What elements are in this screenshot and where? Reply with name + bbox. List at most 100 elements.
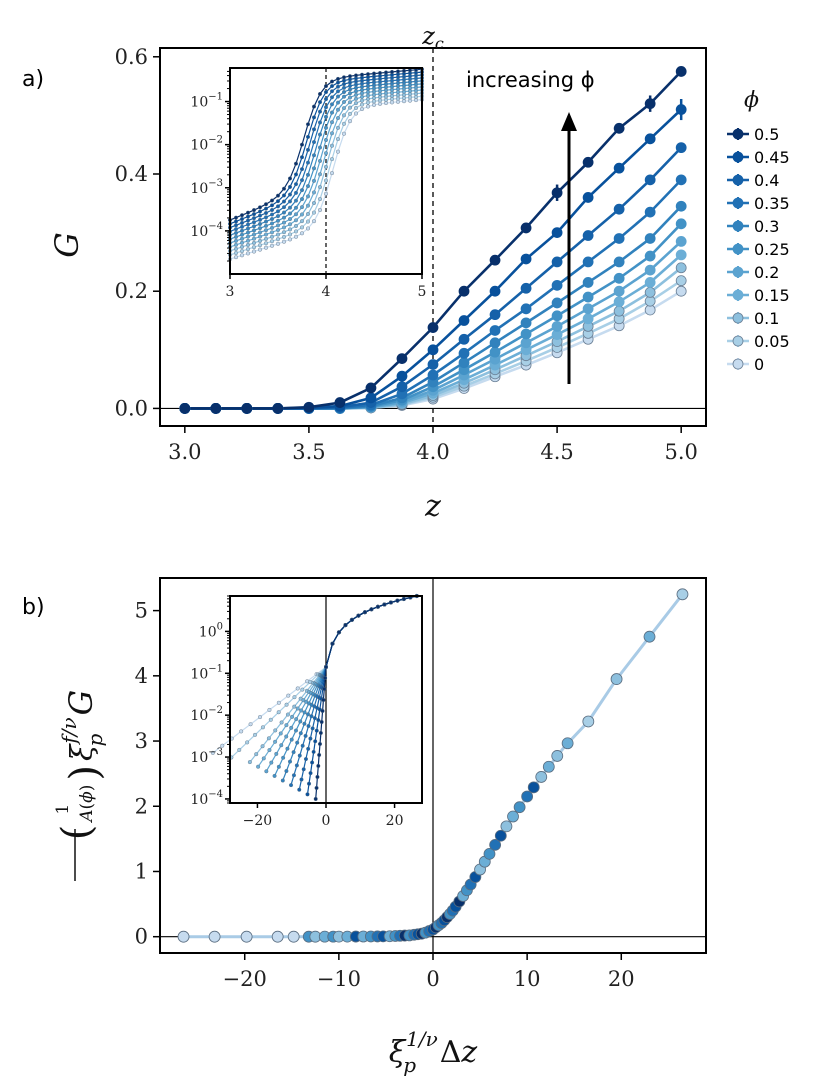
- inset-a-point: [282, 234, 287, 239]
- inset-b-point: [299, 777, 304, 782]
- inset-a-point: [300, 155, 305, 160]
- inset-a-point: [312, 178, 317, 183]
- inset-a-point: [282, 193, 287, 198]
- inset-a-point: [360, 102, 365, 107]
- inset-a-point: [306, 122, 311, 127]
- inset-a-point: [294, 172, 299, 177]
- series-point: [613, 203, 625, 215]
- inset-a-point: [336, 80, 341, 85]
- inset-a-point: [282, 215, 287, 220]
- inset-a-point: [306, 226, 311, 231]
- series-point: [644, 233, 656, 244]
- inset-a-point: [294, 161, 299, 166]
- inset-a-point: [270, 234, 275, 239]
- x-tick-label: 10: [514, 967, 541, 991]
- inset-b-point: [302, 710, 307, 715]
- inset-a-point: [330, 131, 335, 136]
- inset-a-point: [348, 119, 353, 124]
- inset-b-point: [375, 604, 380, 609]
- inset-a-point: [360, 72, 365, 77]
- inset-b-point: [323, 675, 328, 680]
- inset-a-point: [264, 215, 269, 220]
- inset-a-point: [306, 211, 311, 216]
- inset-a-point: [330, 84, 335, 89]
- inset-b-point: [286, 693, 291, 698]
- inset-b-point: [284, 769, 289, 774]
- inset-a-point: [330, 157, 335, 162]
- inset-a-point: [378, 101, 383, 106]
- inset-a-point: [300, 205, 305, 210]
- inset-a-point: [354, 89, 359, 94]
- collapse-point: [500, 820, 513, 833]
- inset-a-point: [270, 225, 275, 230]
- collapse-point: [643, 630, 656, 643]
- inset-b-point: [305, 792, 310, 797]
- panel-b-inset: −20 0 20 10−4 10−3 10−2 10−1 100: [190, 594, 423, 829]
- inset-a-point: [324, 191, 329, 196]
- inset-a-point: [245, 218, 250, 223]
- series-point: [582, 256, 594, 268]
- legend-swatch-marker: [732, 266, 744, 278]
- inset-b-point: [324, 665, 329, 670]
- inset-b-point: [302, 721, 307, 726]
- legend-entry-label: 0.1: [754, 309, 779, 328]
- inset-a-point: [233, 219, 238, 224]
- legend-entry-label: 0.5: [754, 125, 779, 144]
- inset-b-point: [292, 704, 297, 709]
- inset-b-point: [307, 781, 312, 786]
- inset-a-point: [336, 94, 341, 99]
- inset-a-ticks: 3 4 5 10−4 10−3 10−2 10−1: [190, 70, 426, 300]
- inset-b-point: [320, 708, 325, 713]
- inset-a-point: [312, 127, 317, 132]
- inset-b-point: [294, 728, 299, 733]
- inset-b-point: [294, 763, 299, 768]
- inset-a-point: [270, 212, 275, 217]
- collapse-point: [610, 673, 623, 685]
- collapse-point: [513, 801, 526, 814]
- inset-b-y-tick-label: 10−4: [190, 789, 223, 808]
- inset-a-point: [282, 225, 287, 230]
- inset-a-point: [330, 89, 335, 94]
- inset-b-point: [280, 778, 285, 783]
- inset-b-point: [301, 767, 306, 772]
- inset-a-point: [354, 96, 359, 101]
- inset-b-point: [266, 736, 271, 741]
- inset-a-point: [245, 242, 250, 247]
- inset-a-point: [396, 69, 401, 74]
- inset-a-point: [264, 202, 269, 207]
- inset-a-point: [348, 111, 353, 116]
- inset-b-point: [312, 716, 317, 721]
- series-point: [582, 192, 594, 203]
- inset-a-point: [270, 230, 275, 235]
- series-point: [551, 279, 563, 291]
- inset-a-point: [282, 205, 287, 210]
- inset-a-point: [270, 217, 275, 222]
- panel-a-inset: 3 4 5 10−4 10−3 10−2 10−1: [190, 67, 426, 300]
- inset-a-point: [312, 115, 317, 120]
- series-point: [303, 401, 315, 413]
- legend-entry-label: 0.3: [754, 217, 779, 236]
- inset-b-point: [310, 760, 315, 765]
- inset-a-point: [372, 95, 377, 100]
- inset-a-point: [258, 226, 263, 231]
- series-point: [675, 66, 687, 77]
- inset-a-point: [336, 89, 341, 94]
- x-tick-label: 5.0: [664, 440, 697, 464]
- inset-a-point: [245, 226, 250, 231]
- inset-a-point: [330, 171, 335, 176]
- series-point: [489, 325, 501, 336]
- inset-b-point: [273, 739, 278, 744]
- inset-a-point: [258, 213, 263, 218]
- inset-a-point: [306, 203, 311, 208]
- inset-b-x-tick-label: 0: [322, 813, 331, 829]
- inset-a-point: [300, 219, 305, 224]
- inset-a-point: [306, 219, 311, 224]
- inset-a-point: [342, 75, 347, 80]
- inset-a-point: [372, 71, 377, 76]
- inset-b-point: [319, 719, 324, 724]
- inset-a-point: [312, 201, 317, 206]
- inset-a-point: [360, 91, 365, 96]
- inset-a-point: [336, 76, 341, 81]
- inset-a-point: [264, 236, 269, 241]
- inset-b-point: [264, 769, 269, 774]
